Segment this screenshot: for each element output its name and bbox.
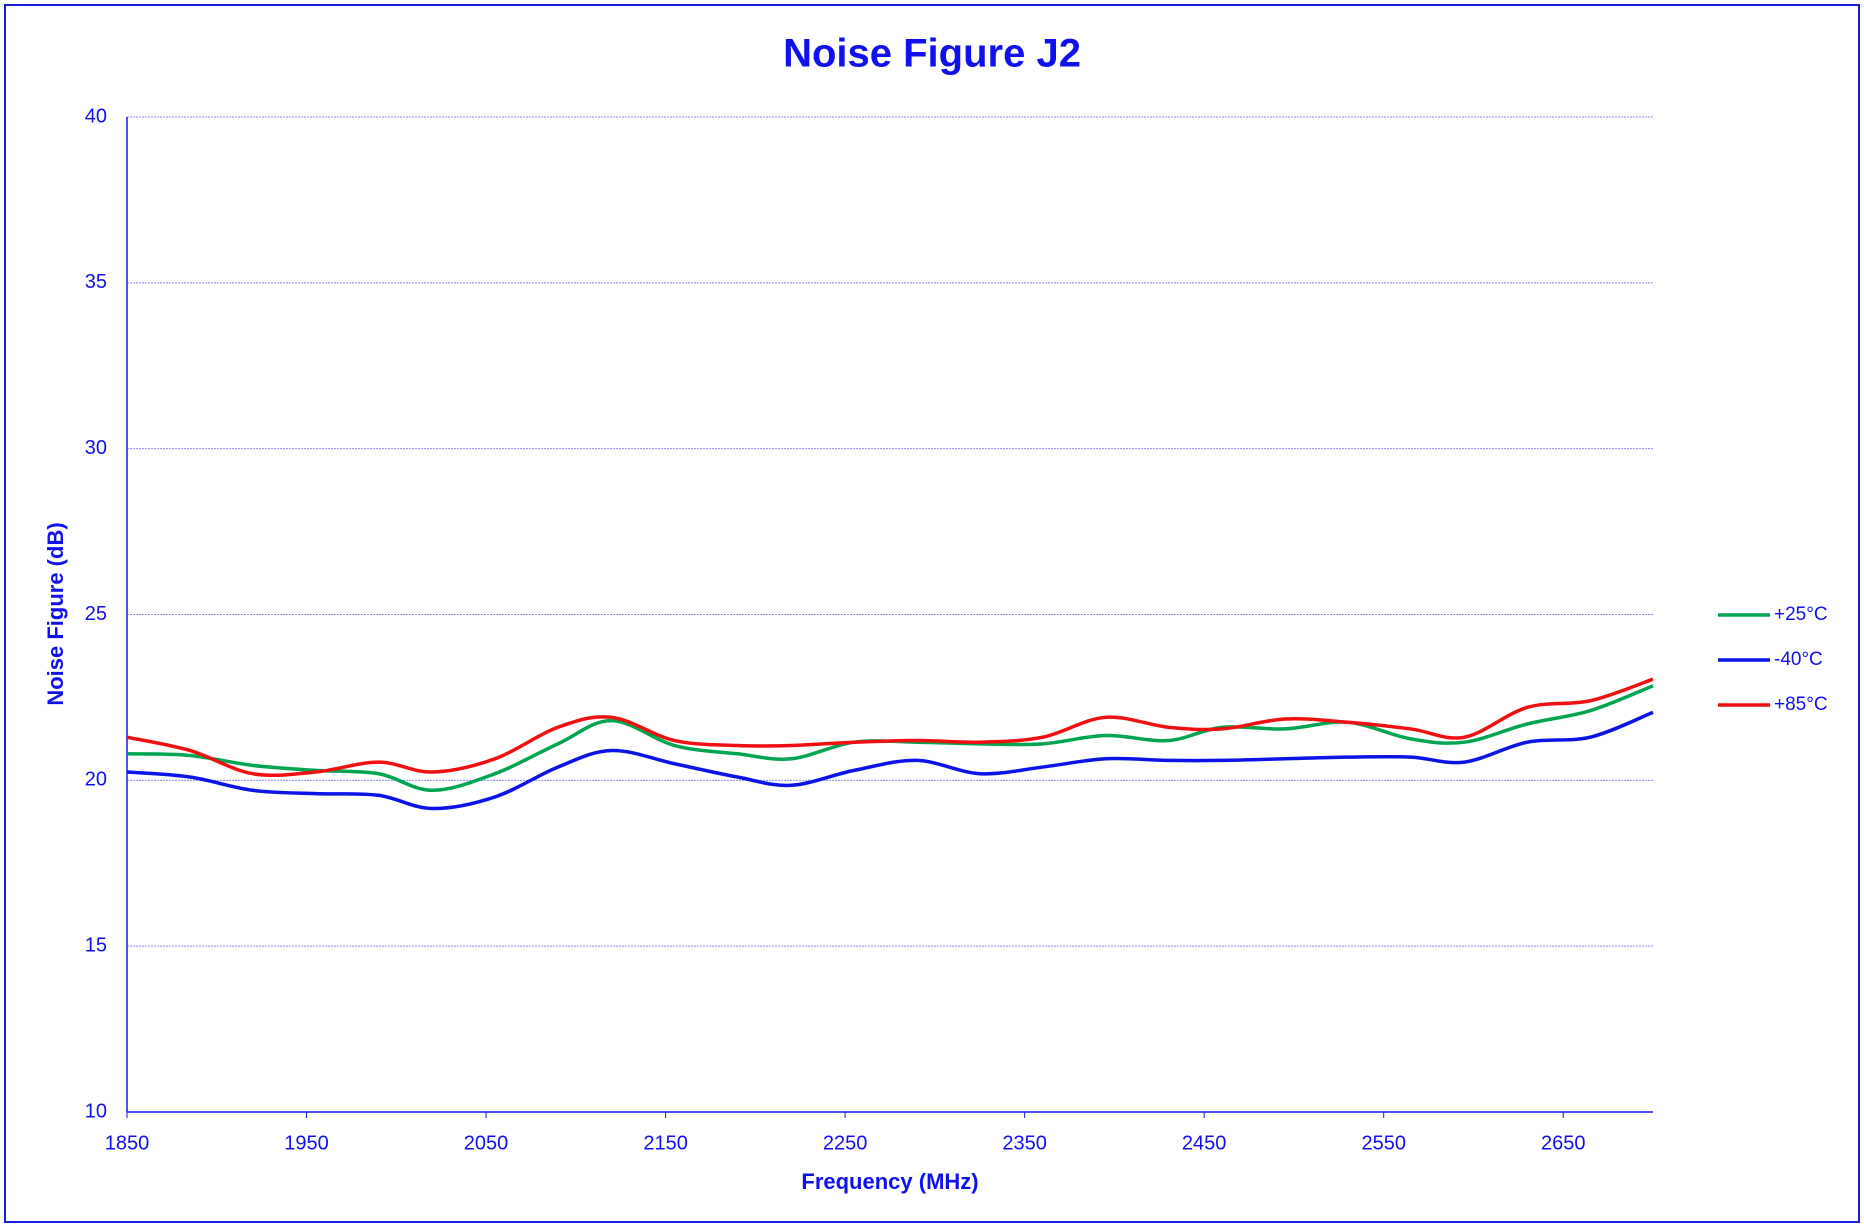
x-tick-label: 2550 [1361, 1132, 1406, 1154]
y-tick-label: 35 [85, 271, 107, 293]
y-tick-label: 20 [85, 769, 107, 791]
y-tick-label: 30 [85, 437, 107, 459]
legend-label: -40°C [1774, 649, 1823, 670]
x-tick-label: 2050 [464, 1132, 509, 1154]
chart-title: Noise Figure J2 [783, 32, 1081, 76]
y-tick-label: 15 [85, 934, 107, 956]
y-tick-label: 25 [85, 603, 107, 625]
chart-frame [4, 4, 1860, 1223]
x-tick-label: 1950 [284, 1132, 329, 1154]
legend-label: +25°C [1774, 604, 1828, 625]
y-tick-label: 10 [85, 1100, 107, 1122]
line-series [126, 677, 1654, 778]
x-tick-label: 1850 [105, 1132, 150, 1154]
legend-label: +85°C [1774, 694, 1828, 715]
x-tick-label: 2150 [643, 1132, 688, 1154]
x-axis-label: Frequency (MHz) [801, 1169, 978, 1194]
line-series [126, 710, 1654, 811]
x-tick-label: 2450 [1182, 1132, 1227, 1154]
x-tick-label: 2250 [823, 1132, 868, 1154]
x-tick-label: 2650 [1541, 1132, 1586, 1154]
y-tick-label: 40 [85, 105, 107, 127]
y-axis-label: Noise Figure (dB) [43, 522, 68, 705]
x-tick-label: 2350 [1002, 1132, 1047, 1154]
